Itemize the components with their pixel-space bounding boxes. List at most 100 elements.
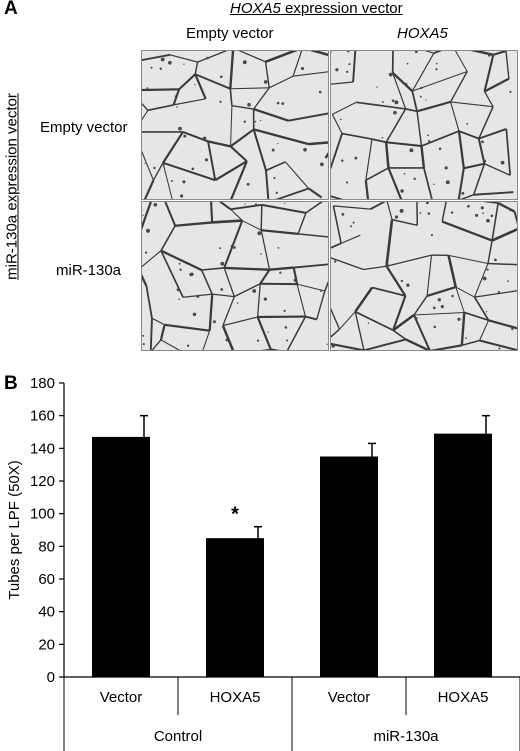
tube-segment [212,293,235,298]
cell-dot [204,158,209,162]
tube-segment [420,145,426,169]
tube-segment [256,283,261,318]
panel-b-label: B [4,373,18,394]
tube-segment [142,202,152,231]
tube-segment [356,101,406,110]
tube-segment [231,105,254,110]
micrograph-mir130a-empty [141,201,329,351]
tube-segment [460,312,466,346]
bar [206,538,264,677]
cell-dot [176,106,178,108]
cell-dot [178,262,181,265]
tube-segment [207,140,231,148]
cell-dot [394,100,399,105]
cell-dot [300,66,305,71]
cell-dot [283,309,286,312]
tube-segment [364,180,370,199]
tube-segment [292,71,328,77]
tube-segment [230,105,233,147]
tube-segment [478,106,494,139]
tube-segment [212,219,243,224]
tube-segment [316,290,326,320]
bar [434,433,492,677]
tube-segment [296,283,307,317]
cell-dot [435,62,438,65]
tube-segment [229,128,255,148]
tube-segment [449,71,468,103]
row-label-mir130a: miR-130a [56,262,122,279]
cell-dot [427,140,431,143]
cell-dot [406,283,410,287]
tube-segment [354,311,365,350]
cell-dot [483,159,487,163]
y-tick-label: 100 [30,506,55,523]
tube-segment [308,187,323,199]
tube-segment [253,128,309,146]
cell-dot [279,271,282,274]
cell-dot [259,119,262,122]
tube-segment [478,128,507,140]
tube-segment [332,205,342,244]
cell-dot [352,221,355,224]
tube-segment [339,311,356,330]
cell-dot [413,177,416,181]
cell-dot [247,102,251,107]
cell-dot [206,56,209,60]
tube-segment [473,296,490,321]
panel-a-label: A [4,0,18,19]
tube-segment [392,314,415,332]
cell-dot [475,213,479,217]
micrograph-empty-hoxa5 [330,50,518,200]
tube-segment [268,75,294,89]
cell-dot [348,63,351,66]
cell-dot [230,245,232,247]
tube-segment [371,286,406,297]
category-label: HOXA5 [210,689,261,706]
cell-dot [162,164,165,167]
cell-dot [303,147,307,152]
tube-segment [331,328,340,338]
cell-dot [376,86,378,88]
tube-segment [341,132,373,140]
cell-dot [437,298,441,302]
tube-segment [405,338,431,350]
tube-segment [354,286,374,313]
cell-dot [191,167,195,171]
cell-dot [400,279,404,283]
tube-segment [363,338,407,350]
tube-segment [202,330,211,350]
cell-dot [414,51,418,53]
cell-dot [427,212,431,215]
tube-segment [200,269,213,295]
tube-segment [223,267,235,297]
tube-segment [264,61,270,88]
tube-segment [385,108,407,143]
tube-segment [457,168,465,199]
cell-dot [276,101,280,105]
tube-segment [477,138,486,164]
tube-segment [223,220,244,269]
tube-segment [384,142,390,169]
top-header-rest: expression vector [280,0,403,17]
tube-segment [354,310,394,332]
cell-dot [192,312,197,317]
tube-segment [474,290,517,298]
tube-segment [429,344,463,350]
tube-segment [479,320,490,341]
cell-dot [467,204,470,208]
tube-segment [256,316,272,350]
y-tick-label: 160 [30,408,55,425]
tube-segment [365,139,373,181]
cell-dot [334,260,337,263]
tube-segment [224,266,270,271]
tube-segment [145,285,153,319]
tube-segment [214,160,248,182]
tube-segment [229,51,235,89]
cell-dot [509,90,512,93]
cell-dot [244,203,246,205]
tube-segment [143,179,155,199]
tube-segment [264,170,270,199]
micrograph-mir130a-hoxa5 [330,201,518,351]
micrograph-background [142,51,328,199]
cell-dot [178,298,180,300]
